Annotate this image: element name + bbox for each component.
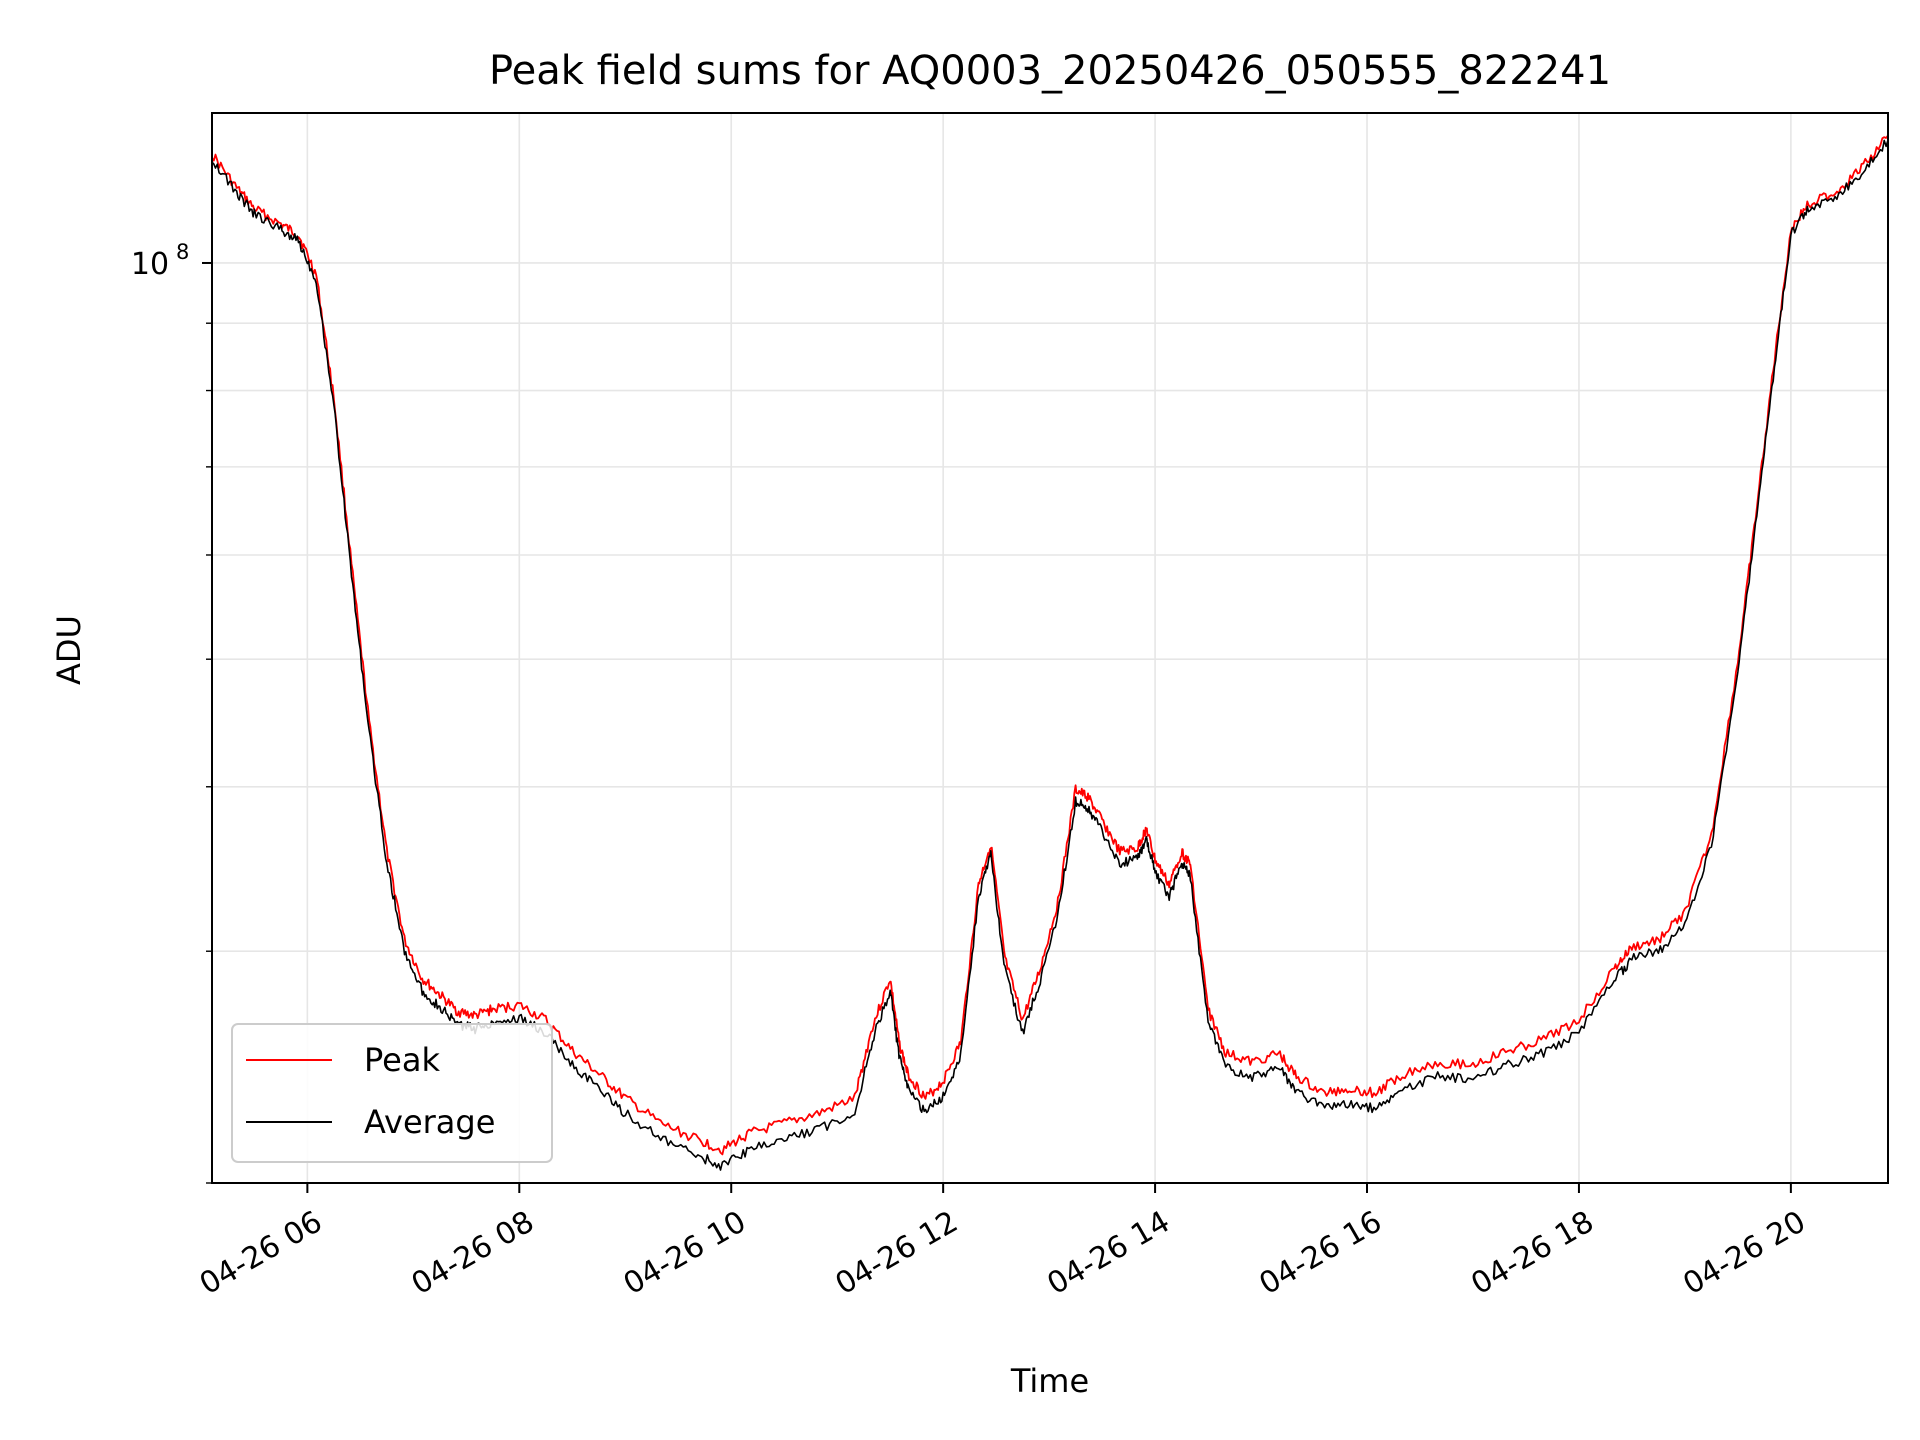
plot-area (212, 134, 1888, 1171)
series-line-average (212, 139, 1888, 1171)
y-tick-label: 10 (131, 247, 169, 282)
series-line-peak (212, 134, 1888, 1156)
y-tick-label-exponent: 8 (176, 240, 189, 264)
legend: Peak Average (231, 1023, 553, 1163)
y-axis-label: ADU (50, 615, 88, 685)
chart-title: Peak field sums for AQ0003_20250426_0505… (489, 48, 1611, 94)
axes-frame (211, 112, 1889, 1184)
legend-box (231, 1023, 553, 1163)
x-axis-label: Time (1010, 1362, 1089, 1400)
legend-label-average: Average (364, 1103, 495, 1141)
legend-label-peak: Peak (364, 1041, 440, 1079)
y-axis-ticks: 10 8 (131, 240, 212, 1184)
